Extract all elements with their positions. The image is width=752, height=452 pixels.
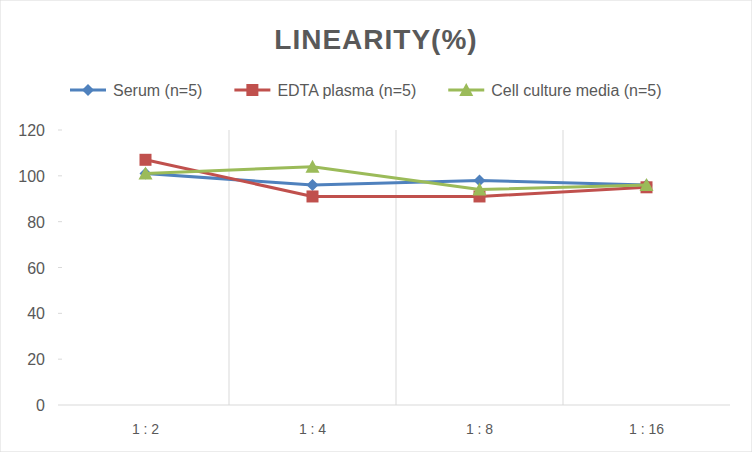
legend-marker — [82, 84, 94, 96]
series-line — [146, 160, 647, 197]
x-tick-label: 1 : 4 — [299, 421, 326, 437]
y-tick-label: 100 — [18, 168, 45, 185]
y-tick-label: 60 — [27, 260, 45, 277]
x-axis — [62, 405, 730, 406]
y-tick-label: 120 — [18, 122, 45, 139]
y-tick — [58, 313, 62, 314]
y-tick — [58, 130, 62, 131]
category-grid-line — [396, 130, 397, 405]
legend-label: Serum (n=5) — [113, 82, 202, 99]
y-tick — [58, 221, 62, 222]
x-tick-label: 1 : 16 — [629, 421, 664, 437]
legend-label: Cell culture media (n=5) — [491, 82, 661, 99]
legend-marker — [246, 84, 258, 96]
background — [0, 0, 752, 452]
x-tick-label: 1 : 2 — [132, 421, 159, 437]
legend-label: EDTA plasma (n=5) — [277, 82, 416, 99]
y-tick-label: 80 — [27, 214, 45, 231]
y-tick — [58, 267, 62, 268]
title: LINEARITY(%) — [274, 24, 477, 55]
y-tick — [58, 175, 62, 176]
y-tick-label: 0 — [36, 397, 45, 414]
y-tick — [58, 359, 62, 360]
chart: LINEARITY(%) 0 20 40 60 80 100 120 1 : 2 1 : 4 1 :… — [0, 0, 752, 452]
y-tick-label: 40 — [27, 305, 45, 322]
marker — [307, 190, 319, 202]
y-tick-label: 20 — [27, 351, 45, 368]
y-tick — [58, 405, 62, 406]
marker — [140, 154, 152, 166]
category-grid-line — [563, 130, 564, 405]
marker — [306, 160, 320, 173]
plot-area — [139, 154, 654, 203]
marker — [307, 179, 319, 191]
marker — [640, 178, 654, 191]
marker — [473, 183, 487, 196]
x-tick-label: 1 : 8 — [466, 421, 493, 437]
legend: Serum (n=5) EDTA plasma (n=5) Cell culture… — [70, 82, 662, 99]
legend-marker — [459, 83, 473, 96]
marker — [139, 167, 153, 180]
series-line — [146, 167, 647, 190]
